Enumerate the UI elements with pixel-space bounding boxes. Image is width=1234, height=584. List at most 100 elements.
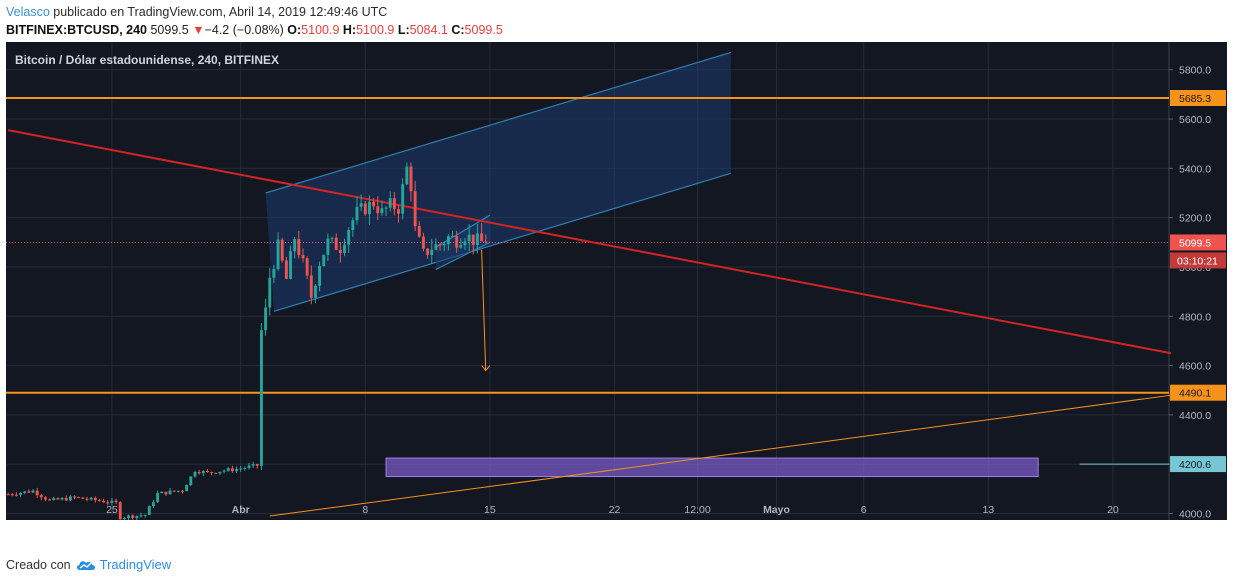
last-price-tag-bg[interactable] [1170,234,1226,251]
candle-down [376,206,380,214]
ohlc-line: BITFINEX:BTCUSD, 240 5099.5 ▼−4.2 (−0.08… [6,21,1226,39]
candle-up [147,506,151,515]
candle-down [338,249,342,254]
candle-down [280,239,284,261]
candle-down [14,494,18,496]
candle-down [44,497,47,500]
candle-down [297,239,301,256]
support-zone-rectangle[interactable] [385,457,1039,478]
publish-line: Velasco publicado en TradingView.com, Ab… [6,4,1226,21]
x-tick-label: Mayo [763,504,790,516]
candle-down [305,258,309,276]
candle-up [313,285,317,298]
candle-down [35,490,39,496]
x-tick-label: 22 [609,504,621,516]
candle-up [475,233,479,246]
wide-channel-fill[interactable] [265,52,731,312]
y-tick-label: 4000.0 [1179,509,1211,520]
candle-down [426,248,430,255]
candle-up [222,470,226,472]
candle-down [48,499,52,501]
candle-down [210,471,214,473]
candle-up [156,493,160,503]
candle-down [114,500,118,503]
candle-up [60,497,64,500]
candle-down [27,491,31,493]
footer: Creado con TradingView [6,557,171,572]
candle-down [284,260,288,279]
level-price-tag-label: 5685.3 [1179,93,1211,105]
brand-name: TradingView [99,557,172,572]
candle-up [52,498,56,501]
candle-up [218,471,222,474]
candle-down [56,498,60,500]
chart-header: Velasco publicado en TradingView.com, Ab… [6,4,1226,39]
x-tick-label: 15 [484,504,496,516]
candle-up [268,277,272,308]
candle-up [201,471,205,474]
candle-up [259,330,263,466]
candle-down [181,490,184,492]
open-value: 5100.9 [301,23,340,37]
candle-up [384,207,388,209]
red-downtrend-trendline[interactable] [7,129,1172,355]
tradingview-logo[interactable]: TradingView [75,557,172,572]
low-value: 5084.1 [409,23,448,37]
candle-up [226,468,230,471]
candle-up [367,201,371,215]
candle-up [355,206,359,221]
candle-up [405,166,409,185]
cloud-logo-icon [76,560,95,570]
candle-down [455,236,459,248]
candle-down [363,203,367,215]
orange-uptrend-trendline[interactable] [269,394,1172,517]
candle-down [438,244,442,246]
candle-up [401,184,405,214]
candle-up [322,254,326,266]
candle-up [442,244,446,246]
low-label: L: [397,23,410,37]
narrow-channel-lower[interactable] [435,241,491,270]
candle-down [81,497,85,499]
price-chart[interactable]: Bitcoin / Dólar estadounidense, 240, BIT… [6,42,1227,520]
candle-down [471,234,475,246]
candle-up [264,307,268,331]
level-price-tag-bg[interactable] [1170,384,1226,401]
candle-down [93,497,97,501]
candle-up [151,502,155,507]
candle-up [251,464,255,466]
projection-arrow-head[interactable] [481,365,491,372]
countdown-tag-bg [1170,252,1226,269]
candle-down [392,198,396,210]
author-link[interactable]: Velasco [6,5,50,19]
wide-channel-lower[interactable] [273,172,731,312]
candle-up [160,491,164,494]
candle-up [351,220,355,230]
x-tick-label: 20 [1107,504,1119,516]
candle-up [359,203,363,207]
projection-arrow-line[interactable] [481,249,487,371]
wide-channel-upper[interactable] [265,51,731,194]
candle-up [143,514,147,516]
level-price-tag-bg[interactable] [1170,90,1226,107]
candle-up [318,265,322,286]
candle-up [243,467,247,469]
candle-down [172,490,176,492]
candle-down [413,191,417,227]
open-label: O: [287,23,302,37]
zone-price-tag-bg[interactable] [1170,456,1226,473]
last-price: 5099.5 [150,23,189,37]
candle-up [185,485,189,492]
candle-down [6,494,10,496]
candle-down [10,494,14,496]
y-tick-label: 5800.0 [1179,65,1211,77]
candle-up [430,249,434,255]
candle-up [122,518,126,520]
candle-down [205,471,209,473]
candle-up [176,490,180,492]
candle-down [214,472,218,474]
x-tick-label: Abr [232,504,250,516]
candle-down [421,236,425,249]
candle-up [388,198,392,208]
candle-down [372,201,376,207]
